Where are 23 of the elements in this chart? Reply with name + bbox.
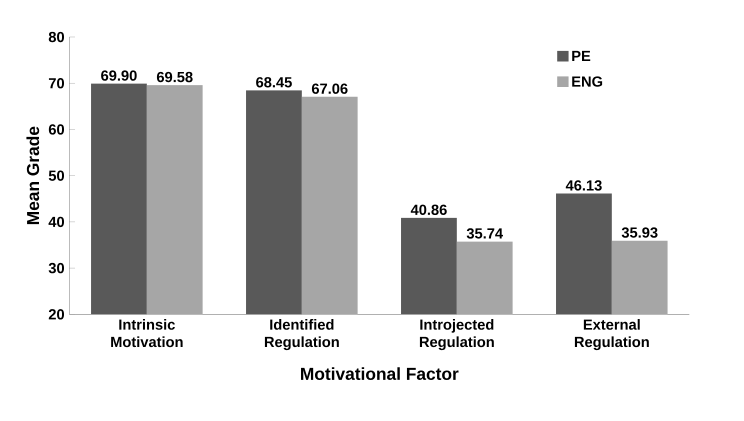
- data-label: 69.58: [156, 72, 193, 82]
- data-label: 67.06: [312, 84, 348, 94]
- legend-label: PE: [572, 50, 590, 62]
- y-tick-label: 40: [48, 216, 64, 228]
- x-tick-label: External Regulation: [574, 319, 649, 350]
- x-tick-label: Identified Regulation: [264, 319, 339, 350]
- y-tick-label: 20: [48, 309, 64, 320]
- y-tick-label: 50: [48, 170, 64, 181]
- data-label: 35.93: [622, 227, 658, 238]
- data-label: 68.45: [256, 77, 292, 88]
- x-tick-label: Introjected Regulation: [420, 319, 494, 350]
- data-label: 69.90: [101, 70, 137, 81]
- x-axis-title: Motivational Factor: [301, 367, 459, 380]
- x-tick-label: Intrinsic Motivation: [111, 319, 183, 348]
- y-tick-label: 60: [48, 124, 64, 135]
- y-tick-label: 30: [48, 262, 64, 274]
- y-tick-label: 80: [48, 32, 64, 42]
- data-label: 35.74: [466, 228, 503, 239]
- data-label: 40.86: [410, 204, 447, 215]
- y-tick-label: 70: [48, 78, 64, 88]
- data-label: 46.13: [566, 180, 602, 191]
- y-axis-title: Mean Grade: [26, 126, 40, 224]
- legend-label: ENG: [572, 76, 602, 87]
